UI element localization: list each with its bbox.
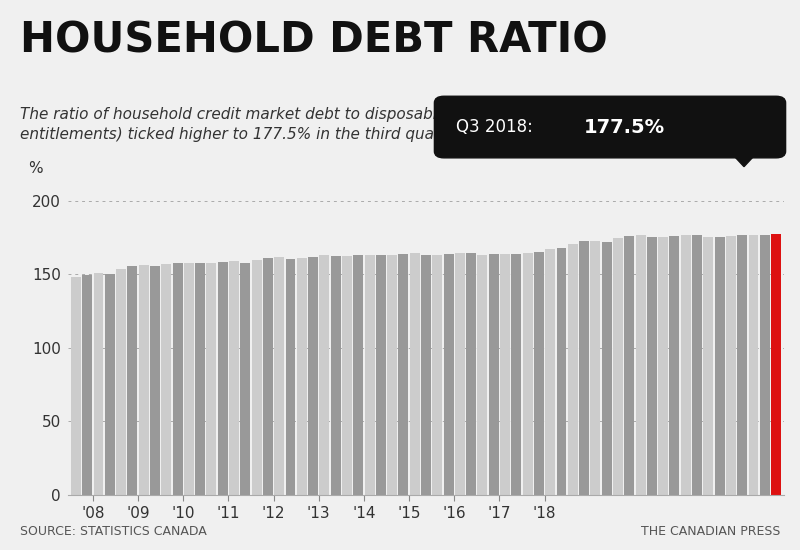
- Bar: [624, 236, 634, 495]
- Bar: [647, 237, 657, 495]
- Bar: [105, 274, 114, 495]
- Bar: [444, 254, 454, 495]
- Bar: [681, 235, 690, 495]
- Bar: [240, 262, 250, 495]
- Bar: [263, 258, 273, 495]
- Bar: [579, 240, 589, 495]
- Bar: [602, 242, 612, 495]
- Text: 177.5%: 177.5%: [584, 118, 665, 136]
- Bar: [71, 277, 81, 495]
- Bar: [749, 235, 758, 495]
- Polygon shape: [730, 151, 758, 167]
- Bar: [421, 255, 431, 495]
- Bar: [466, 253, 476, 495]
- Bar: [206, 262, 216, 495]
- Text: HOUSEHOLD DEBT RATIO: HOUSEHOLD DEBT RATIO: [20, 19, 608, 61]
- Bar: [354, 255, 363, 495]
- Bar: [692, 235, 702, 495]
- Bar: [138, 265, 149, 495]
- Bar: [162, 264, 171, 495]
- Bar: [703, 237, 714, 495]
- Text: %: %: [29, 161, 43, 175]
- Bar: [195, 263, 205, 495]
- Bar: [455, 253, 465, 495]
- Text: The ratio of household credit market debt to disposable income (excluding pensio: The ratio of household credit market deb…: [20, 107, 657, 141]
- Bar: [319, 255, 330, 495]
- Bar: [546, 249, 555, 495]
- Bar: [478, 255, 487, 495]
- Bar: [557, 248, 566, 495]
- Bar: [658, 237, 668, 495]
- Text: Q3 2018:: Q3 2018:: [456, 118, 538, 136]
- Bar: [150, 266, 160, 495]
- Bar: [286, 259, 295, 495]
- Bar: [173, 263, 182, 495]
- Bar: [500, 254, 510, 495]
- FancyBboxPatch shape: [434, 96, 786, 158]
- Bar: [522, 253, 533, 495]
- Bar: [534, 252, 544, 495]
- Bar: [365, 255, 374, 495]
- Bar: [511, 254, 522, 495]
- Bar: [274, 257, 284, 495]
- Bar: [252, 260, 262, 495]
- Bar: [432, 255, 442, 495]
- Bar: [590, 241, 600, 495]
- Text: SOURCE: STATISTICS CANADA: SOURCE: STATISTICS CANADA: [20, 525, 206, 538]
- Bar: [297, 258, 306, 495]
- Bar: [229, 261, 239, 495]
- Bar: [387, 255, 397, 495]
- Bar: [670, 236, 679, 495]
- Text: THE CANADIAN PRESS: THE CANADIAN PRESS: [641, 525, 780, 538]
- Bar: [308, 257, 318, 495]
- Bar: [116, 269, 126, 495]
- Bar: [714, 237, 725, 495]
- Bar: [398, 254, 408, 495]
- Bar: [568, 244, 578, 495]
- Bar: [94, 273, 103, 495]
- Bar: [726, 236, 736, 495]
- Bar: [738, 235, 747, 495]
- Bar: [771, 234, 781, 495]
- Bar: [218, 262, 228, 495]
- Bar: [410, 253, 420, 495]
- Bar: [760, 235, 770, 495]
- Bar: [127, 266, 138, 495]
- Bar: [636, 235, 646, 495]
- Bar: [184, 262, 194, 495]
- Bar: [376, 255, 386, 495]
- Bar: [330, 256, 341, 495]
- Bar: [489, 254, 498, 495]
- Bar: [613, 238, 623, 495]
- Bar: [342, 256, 352, 495]
- Bar: [82, 275, 92, 495]
